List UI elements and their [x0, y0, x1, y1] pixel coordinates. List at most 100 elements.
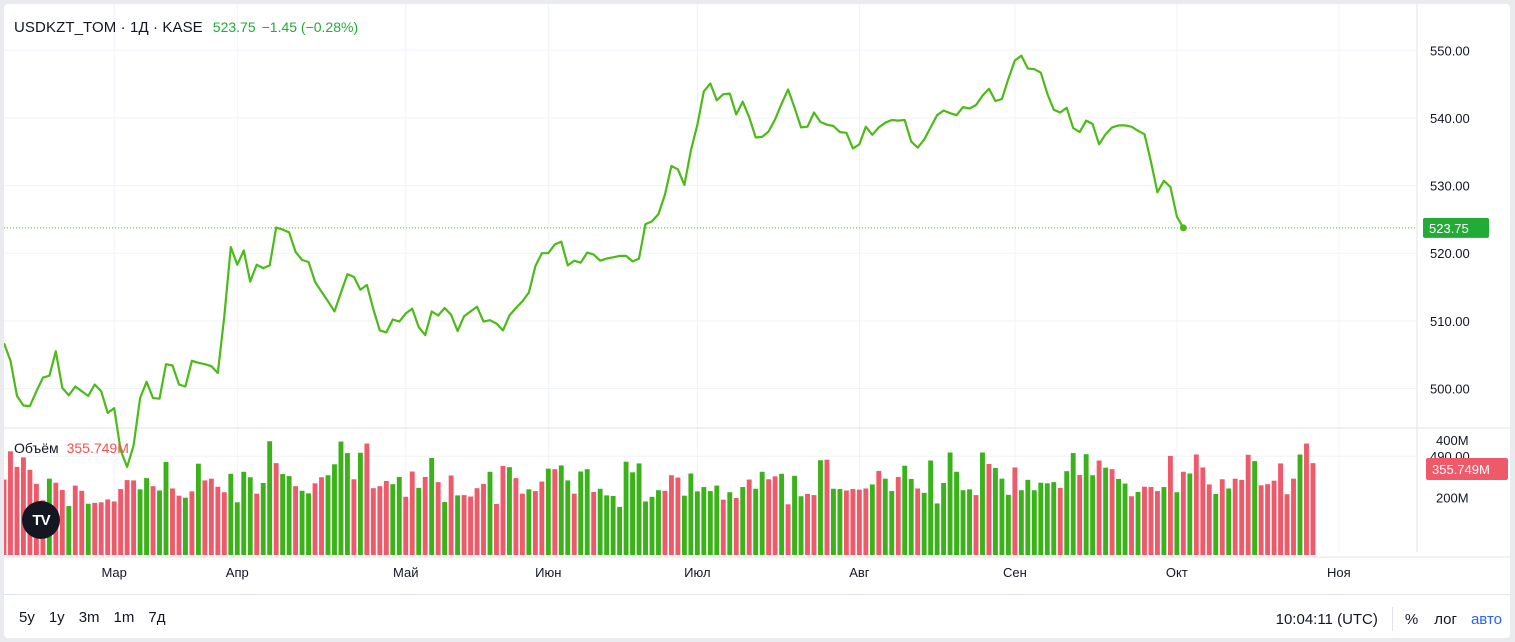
y-tick-label: 530.00	[1430, 179, 1470, 194]
volume-bar	[746, 479, 752, 555]
auto-toggle[interactable]: авто	[1470, 610, 1502, 628]
price-change: −1.45 (−0.28%)	[261, 19, 359, 35]
range-button-5y[interactable]: 5y	[19, 609, 35, 626]
volume-bar	[928, 460, 934, 555]
volume-bar	[280, 474, 286, 555]
volume-bar	[409, 471, 415, 555]
tradingview-logo-icon[interactable]: TV	[22, 501, 60, 539]
volume-bar	[584, 469, 590, 555]
volume-bar	[221, 492, 227, 555]
volume-bar	[357, 452, 363, 555]
volume-bar	[843, 490, 849, 555]
volume-bar	[1109, 469, 1115, 555]
range-button-7d[interactable]: 7д	[148, 609, 166, 626]
volume-bar	[1018, 490, 1024, 555]
volume-bar	[921, 492, 927, 555]
volume-bar	[383, 480, 389, 555]
volume-bar	[714, 485, 720, 555]
range-button-1m[interactable]: 1m	[113, 609, 135, 626]
range-button-1y[interactable]: 1y	[48, 609, 65, 626]
clock[interactable]: 10:04:11 (UTC)	[1275, 610, 1378, 628]
volume-bar	[824, 459, 830, 555]
volume-bar	[850, 489, 856, 555]
volume-bar	[669, 475, 674, 555]
volume-bar	[889, 491, 895, 555]
last-price-dot	[1179, 224, 1187, 232]
volume-bar	[247, 477, 253, 555]
volume-bar	[455, 495, 461, 555]
volume-bar	[481, 483, 486, 555]
volume-bar	[960, 490, 966, 555]
percent-toggle[interactable]: %	[1404, 610, 1419, 628]
last-price-axis-label: 523.75	[1429, 221, 1469, 236]
volume-bar	[8, 451, 13, 555]
volume-bar	[195, 463, 201, 555]
volume-bar	[993, 468, 998, 555]
volume-bar	[1155, 491, 1160, 555]
volume-bar	[552, 469, 558, 555]
x-tick-label: Окт	[1166, 565, 1188, 580]
volume-bar	[1232, 478, 1238, 555]
volume-bar	[21, 457, 26, 555]
volume-bar	[643, 501, 648, 555]
volume-bar	[513, 478, 519, 555]
volume-bar	[539, 481, 545, 555]
volume-bar	[435, 482, 441, 555]
log-toggle[interactable]: лог	[1434, 610, 1457, 628]
volume-label[interactable]: Объём	[14, 440, 59, 456]
volume-bar	[597, 488, 603, 555]
volume-bar	[1083, 454, 1089, 555]
volume-bar	[170, 488, 175, 555]
volume-bar	[701, 487, 707, 555]
volume-bar	[234, 502, 240, 555]
volume-bar	[1174, 492, 1180, 555]
volume-bar	[1271, 480, 1277, 555]
volume-bar	[1031, 490, 1037, 555]
volume-bar	[766, 479, 772, 555]
volume-tick-label: 200M	[1436, 490, 1469, 505]
volume-bar	[1265, 484, 1271, 555]
volume-bar	[545, 468, 551, 555]
volume-bar	[254, 493, 260, 555]
volume-bar	[759, 471, 765, 555]
x-tick-label: Июн	[535, 565, 561, 580]
scale-controls: 10:04:11 (UTC) % лог авто	[1276, 607, 1502, 631]
volume-bar	[604, 495, 610, 555]
volume-bar	[144, 478, 149, 555]
price-line[interactable]	[4, 54, 1185, 469]
volume-bar	[1219, 479, 1225, 555]
y-tick-label: 550.00	[1430, 43, 1470, 58]
volume-bar	[1038, 482, 1044, 555]
volume-axis-label: 355.749M	[1432, 462, 1490, 477]
x-tick-label: Авг	[849, 565, 870, 580]
volume-bar	[79, 490, 85, 555]
volume-bar	[124, 480, 130, 555]
volume-bar	[578, 471, 584, 555]
range-button-3m[interactable]: 3m	[78, 609, 100, 626]
volume-bar	[364, 443, 370, 555]
volume-bar	[507, 467, 512, 555]
volume-bar	[915, 488, 921, 555]
volume-bar	[14, 466, 20, 555]
price-chart[interactable]: 550.00540.00530.00520.00510.00500.00490.…	[4, 4, 1510, 594]
volume-bar	[208, 478, 214, 555]
volume-bar	[856, 489, 862, 555]
volume-bar	[772, 476, 778, 555]
volume-bar	[448, 475, 454, 555]
volume-bar	[312, 483, 318, 555]
volume-bar	[1304, 443, 1309, 555]
volume-bar	[980, 452, 985, 555]
chart-header: USDKZT_TOM · 1Д · KASE 523.75 −1.45 (−0.…	[14, 16, 358, 38]
volume-bar	[1180, 471, 1186, 555]
volume-bar	[59, 489, 65, 555]
volume-bar	[941, 483, 947, 555]
volume-bar	[954, 471, 959, 555]
volume-bar	[286, 476, 292, 555]
volume-bar	[707, 491, 713, 555]
volume-bar	[1064, 471, 1070, 555]
volume-bar	[986, 463, 992, 555]
x-tick-label: Мар	[101, 565, 126, 580]
symbol-title[interactable]: USDKZT_TOM · 1Д · KASE	[14, 18, 203, 36]
volume-bar	[189, 491, 195, 555]
volume-bar	[947, 452, 953, 555]
